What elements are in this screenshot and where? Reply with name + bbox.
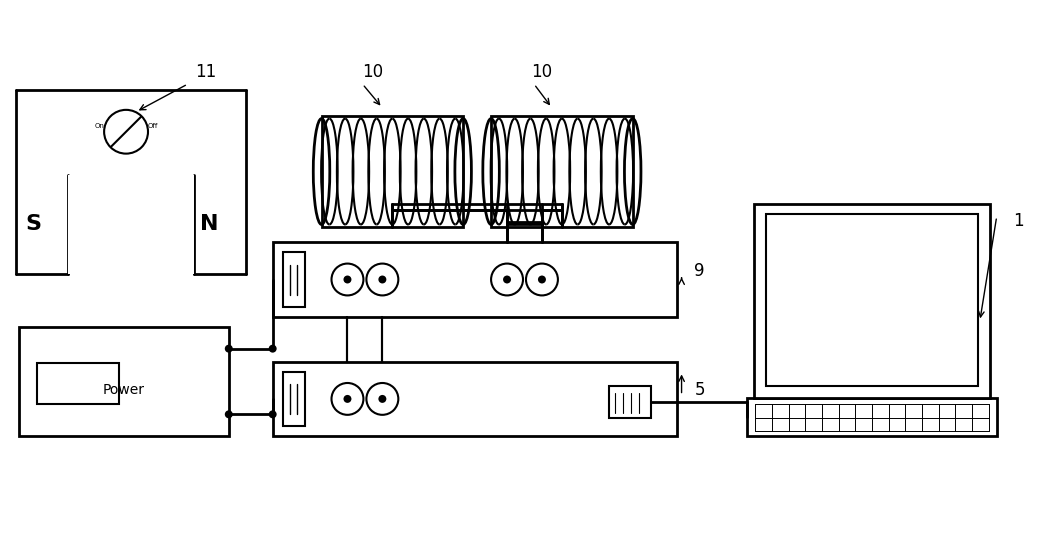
FancyBboxPatch shape [273,362,676,436]
Text: 9: 9 [694,262,704,280]
Circle shape [378,276,387,283]
Text: Power: Power [103,383,145,397]
Text: 10: 10 [531,63,552,81]
FancyBboxPatch shape [38,363,119,404]
Circle shape [225,345,232,353]
Circle shape [344,395,351,403]
Text: S: S [25,214,42,234]
Circle shape [503,276,511,283]
Circle shape [538,276,546,283]
Text: 10: 10 [362,63,383,81]
Circle shape [344,276,351,283]
FancyBboxPatch shape [491,116,632,228]
Text: 5: 5 [694,381,704,400]
FancyBboxPatch shape [322,116,463,228]
FancyBboxPatch shape [20,327,229,436]
Text: 11: 11 [195,63,217,81]
Circle shape [378,395,387,403]
FancyBboxPatch shape [68,174,194,274]
Text: Off: Off [148,123,158,129]
FancyBboxPatch shape [766,214,977,386]
FancyBboxPatch shape [609,386,650,418]
FancyBboxPatch shape [747,399,997,436]
Text: 1: 1 [1014,212,1024,230]
Text: N: N [200,214,218,234]
FancyBboxPatch shape [282,372,304,427]
FancyBboxPatch shape [282,252,304,307]
Text: On: On [94,123,104,129]
FancyBboxPatch shape [273,242,676,317]
Circle shape [225,410,232,418]
Circle shape [269,410,277,418]
Circle shape [104,110,148,154]
Circle shape [269,345,277,353]
FancyBboxPatch shape [754,205,990,399]
